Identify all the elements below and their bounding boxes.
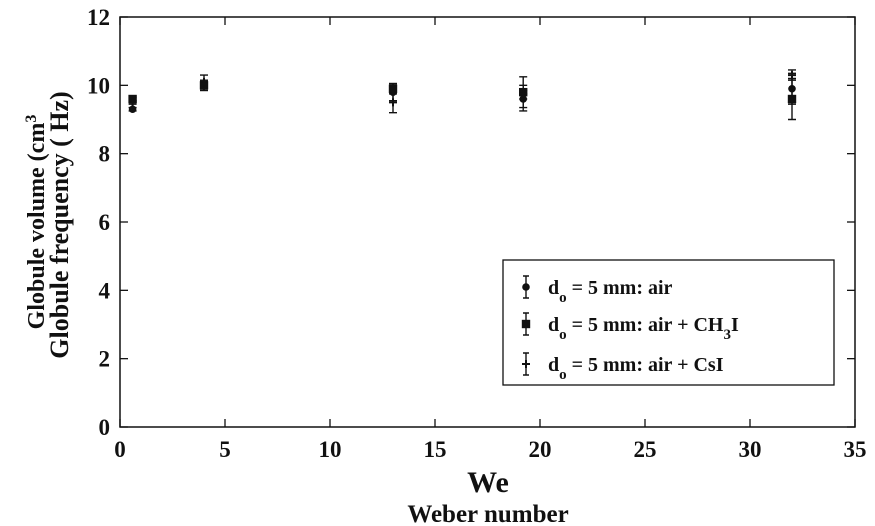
y-axis-title: Globule frequency ( Hz) bbox=[45, 91, 74, 358]
x-tick-label: 35 bbox=[844, 437, 867, 462]
y-axis-title-ghost-main: Globule volume (cm bbox=[24, 123, 50, 330]
y-axis-title-ghost-sup: 3 bbox=[23, 115, 40, 123]
legend-label-subscript: o bbox=[559, 327, 567, 343]
legend-label-main: = 5 mm: air + CH bbox=[567, 314, 724, 336]
data-point-plus bbox=[788, 71, 796, 80]
y-tick-label: 6 bbox=[99, 210, 111, 235]
series-0 bbox=[128, 72, 796, 114]
data-point-plus bbox=[519, 89, 528, 98]
legend-label-tail: I bbox=[731, 314, 739, 336]
x-tick-label: 30 bbox=[739, 437, 762, 462]
data-point-plus bbox=[389, 98, 397, 107]
legend-label-d: d bbox=[548, 277, 559, 299]
legend-label-subscript-2: 3 bbox=[723, 327, 731, 343]
x-tick-label: 0 bbox=[114, 437, 126, 462]
legend-label: do = 5 mm: air + CsI bbox=[548, 354, 724, 383]
legend-label-main: = 5 mm: air + CsI bbox=[567, 354, 724, 376]
legend-label: do = 5 mm: air bbox=[548, 277, 673, 306]
series-1 bbox=[128, 77, 797, 121]
y-ticks: 0 2 4 6 8 10 12 bbox=[87, 5, 855, 440]
data-point-plus bbox=[200, 77, 208, 86]
x-tick-label: 20 bbox=[529, 437, 552, 462]
legend-label-subscript: o bbox=[559, 290, 567, 306]
y-axis-title-ghost-text: Globule volume (cm3 bbox=[23, 115, 51, 330]
y-tick-label: 10 bbox=[87, 73, 110, 98]
legend-box bbox=[502, 259, 835, 386]
data-point-plus bbox=[128, 98, 137, 107]
x-ticks: 0 5 10 15 20 25 30 35 bbox=[114, 17, 867, 462]
legend-entry: do = 5 mm: air + CsI bbox=[522, 352, 724, 383]
series-2 bbox=[128, 69, 796, 114]
y-tick-label: 12 bbox=[87, 5, 110, 30]
legend-entry: do = 5 mm: air + CH3I bbox=[521, 312, 739, 343]
data-point-square bbox=[787, 94, 797, 104]
x-axis-title: We bbox=[467, 466, 509, 499]
y-tick-label: 2 bbox=[99, 347, 111, 372]
legend-marker-plus bbox=[522, 360, 530, 368]
legend-label-main: = 5 mm: air bbox=[567, 277, 673, 299]
x-axis-title-secondary: Weber number bbox=[407, 501, 568, 526]
y-tick-label: 8 bbox=[99, 142, 111, 167]
x-tick-label: 25 bbox=[634, 437, 657, 462]
data-points bbox=[128, 69, 797, 121]
data-point-square bbox=[388, 84, 398, 93]
data-point-circle bbox=[128, 105, 137, 114]
legend-label-d: d bbox=[548, 354, 559, 376]
x-tick-label: 15 bbox=[424, 437, 447, 462]
legend-label-d: d bbox=[548, 314, 559, 336]
y-axis-title-ghost: Globule volume (cm3 bbox=[23, 115, 51, 330]
legend-label: do = 5 mm: air + CH3I bbox=[548, 314, 739, 343]
legend-marker-square bbox=[521, 319, 531, 329]
y-tick-label: 4 bbox=[99, 278, 111, 303]
x-tick-label: 5 bbox=[219, 437, 231, 462]
legend-label-subscript: o bbox=[559, 367, 567, 383]
legend-entry: do = 5 mm: air bbox=[522, 275, 673, 306]
y-tick-label: 0 bbox=[99, 415, 111, 440]
x-tick-label: 10 bbox=[319, 437, 342, 462]
legend-marker-circle bbox=[522, 283, 530, 291]
